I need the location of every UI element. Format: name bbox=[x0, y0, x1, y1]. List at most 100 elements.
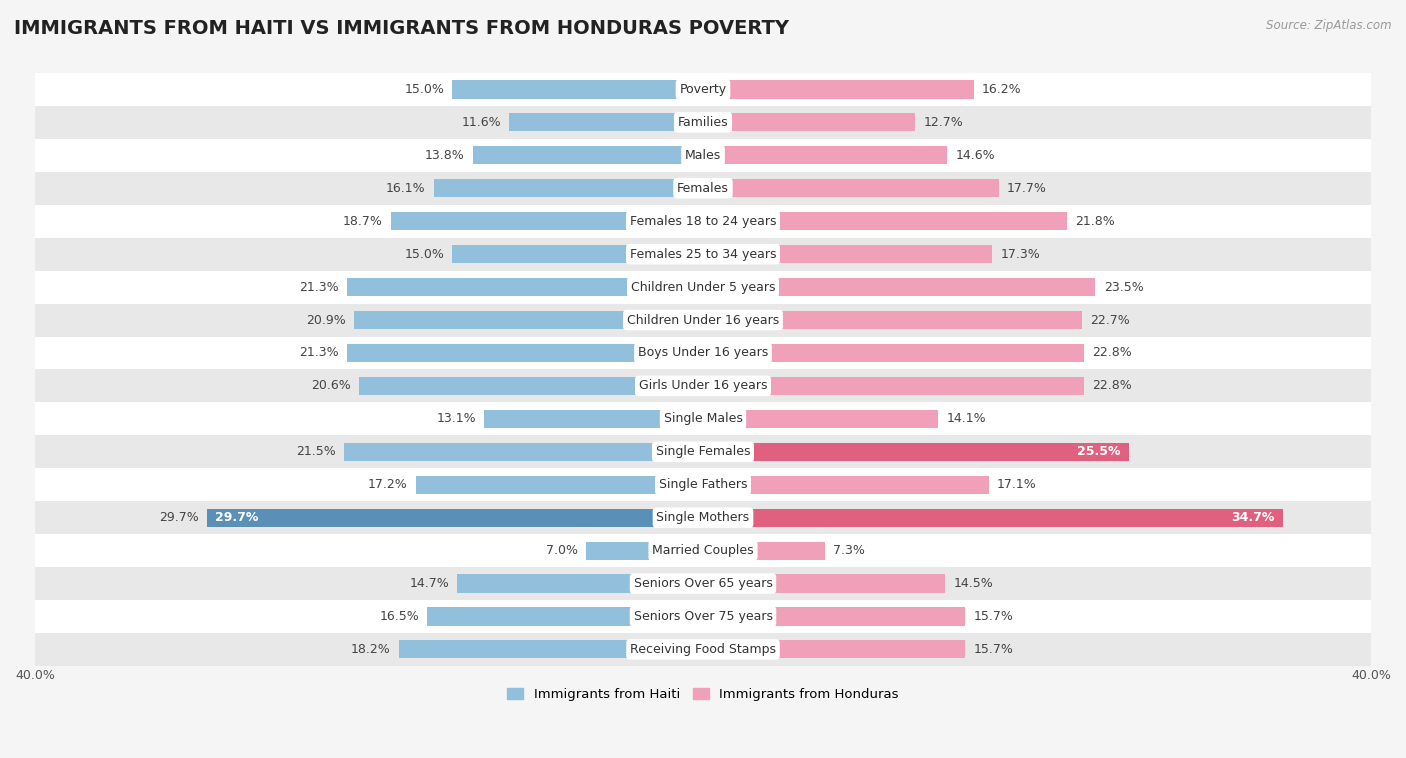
Text: 17.7%: 17.7% bbox=[1007, 182, 1047, 195]
Bar bbox=[35, 106, 1371, 139]
Bar bbox=[399, 641, 703, 659]
Text: 15.7%: 15.7% bbox=[973, 610, 1014, 623]
Bar bbox=[703, 245, 993, 263]
Text: 20.9%: 20.9% bbox=[307, 314, 346, 327]
Bar bbox=[457, 575, 703, 593]
Text: 16.2%: 16.2% bbox=[981, 83, 1022, 96]
Bar bbox=[35, 501, 1371, 534]
Bar bbox=[347, 278, 703, 296]
Text: Boys Under 16 years: Boys Under 16 years bbox=[638, 346, 768, 359]
Text: 7.3%: 7.3% bbox=[834, 544, 865, 557]
Bar bbox=[453, 245, 703, 263]
Bar bbox=[703, 641, 965, 659]
Bar bbox=[35, 238, 1371, 271]
Text: Single Fathers: Single Fathers bbox=[659, 478, 747, 491]
Bar bbox=[35, 303, 1371, 337]
Bar bbox=[344, 443, 703, 461]
Bar bbox=[35, 633, 1371, 666]
Bar bbox=[35, 205, 1371, 238]
Text: 14.1%: 14.1% bbox=[946, 412, 987, 425]
Bar bbox=[703, 80, 973, 99]
Text: 25.5%: 25.5% bbox=[1077, 445, 1121, 459]
Text: Single Females: Single Females bbox=[655, 445, 751, 459]
Text: 15.0%: 15.0% bbox=[405, 248, 444, 261]
Text: Females 18 to 24 years: Females 18 to 24 years bbox=[630, 215, 776, 227]
Bar bbox=[35, 600, 1371, 633]
Text: 13.1%: 13.1% bbox=[436, 412, 475, 425]
Text: 14.5%: 14.5% bbox=[953, 577, 993, 590]
Text: 11.6%: 11.6% bbox=[461, 116, 501, 129]
Text: 29.7%: 29.7% bbox=[159, 511, 198, 525]
Bar bbox=[354, 311, 703, 329]
Bar bbox=[703, 377, 1084, 395]
Text: 40.0%: 40.0% bbox=[15, 669, 55, 682]
Bar bbox=[35, 337, 1371, 369]
Text: Source: ZipAtlas.com: Source: ZipAtlas.com bbox=[1267, 19, 1392, 32]
Bar bbox=[703, 278, 1095, 296]
Bar bbox=[35, 172, 1371, 205]
Text: 16.5%: 16.5% bbox=[380, 610, 419, 623]
Bar bbox=[427, 607, 703, 625]
Bar bbox=[359, 377, 703, 395]
Bar bbox=[703, 476, 988, 493]
Text: 14.7%: 14.7% bbox=[409, 577, 449, 590]
Text: Poverty: Poverty bbox=[679, 83, 727, 96]
Text: Males: Males bbox=[685, 149, 721, 162]
Bar bbox=[35, 567, 1371, 600]
Bar bbox=[703, 410, 938, 428]
Text: 15.7%: 15.7% bbox=[973, 643, 1014, 656]
Bar bbox=[35, 534, 1371, 567]
Bar bbox=[453, 80, 703, 99]
Bar bbox=[347, 344, 703, 362]
Bar bbox=[703, 509, 1282, 527]
Text: 16.1%: 16.1% bbox=[387, 182, 426, 195]
Text: 12.7%: 12.7% bbox=[924, 116, 963, 129]
Bar bbox=[35, 468, 1371, 501]
Bar bbox=[703, 344, 1084, 362]
Text: Females 25 to 34 years: Females 25 to 34 years bbox=[630, 248, 776, 261]
Bar bbox=[484, 410, 703, 428]
Text: 17.2%: 17.2% bbox=[367, 478, 408, 491]
Text: 29.7%: 29.7% bbox=[215, 511, 259, 525]
Bar bbox=[207, 509, 703, 527]
Text: 18.7%: 18.7% bbox=[343, 215, 382, 227]
Bar bbox=[35, 369, 1371, 402]
Text: 22.7%: 22.7% bbox=[1091, 314, 1130, 327]
Text: 34.7%: 34.7% bbox=[1230, 511, 1274, 525]
Bar bbox=[703, 541, 825, 559]
Bar bbox=[434, 179, 703, 197]
Text: Seniors Over 75 years: Seniors Over 75 years bbox=[634, 610, 772, 623]
Bar bbox=[703, 575, 945, 593]
Text: 21.3%: 21.3% bbox=[299, 280, 339, 293]
Text: Single Males: Single Males bbox=[664, 412, 742, 425]
Text: 15.0%: 15.0% bbox=[405, 83, 444, 96]
Text: 18.2%: 18.2% bbox=[352, 643, 391, 656]
Text: 22.8%: 22.8% bbox=[1092, 380, 1132, 393]
Text: 22.8%: 22.8% bbox=[1092, 346, 1132, 359]
Bar bbox=[703, 443, 1129, 461]
Bar bbox=[703, 311, 1083, 329]
Bar bbox=[509, 114, 703, 131]
Bar bbox=[703, 146, 946, 164]
Text: 40.0%: 40.0% bbox=[1351, 669, 1391, 682]
Text: Families: Families bbox=[678, 116, 728, 129]
Bar bbox=[35, 271, 1371, 303]
Text: Single Mothers: Single Mothers bbox=[657, 511, 749, 525]
Text: Receiving Food Stamps: Receiving Food Stamps bbox=[630, 643, 776, 656]
Text: 13.8%: 13.8% bbox=[425, 149, 464, 162]
Bar bbox=[391, 212, 703, 230]
Text: 14.6%: 14.6% bbox=[955, 149, 995, 162]
Text: Children Under 5 years: Children Under 5 years bbox=[631, 280, 775, 293]
Text: Girls Under 16 years: Girls Under 16 years bbox=[638, 380, 768, 393]
Bar bbox=[703, 212, 1067, 230]
Text: 21.5%: 21.5% bbox=[295, 445, 336, 459]
Text: IMMIGRANTS FROM HAITI VS IMMIGRANTS FROM HONDURAS POVERTY: IMMIGRANTS FROM HAITI VS IMMIGRANTS FROM… bbox=[14, 19, 789, 38]
Text: Married Couples: Married Couples bbox=[652, 544, 754, 557]
Bar bbox=[35, 139, 1371, 172]
Bar bbox=[416, 476, 703, 493]
Legend: Immigrants from Haiti, Immigrants from Honduras: Immigrants from Haiti, Immigrants from H… bbox=[502, 683, 904, 706]
Text: 17.1%: 17.1% bbox=[997, 478, 1036, 491]
Text: 23.5%: 23.5% bbox=[1104, 280, 1143, 293]
Bar bbox=[703, 179, 998, 197]
Text: Seniors Over 65 years: Seniors Over 65 years bbox=[634, 577, 772, 590]
